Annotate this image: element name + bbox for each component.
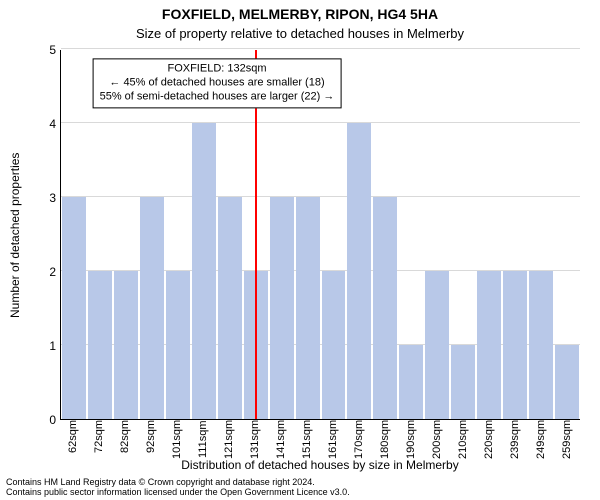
y-tick-label: 4	[40, 117, 56, 131]
annotation-line: 55% of semi-detached houses are larger (…	[100, 90, 335, 104]
page-title: FOXFIELD, MELMERBY, RIPON, HG4 5HA	[0, 6, 600, 22]
bar	[192, 123, 216, 419]
x-tick-label: 239sqm	[502, 420, 528, 458]
x-tick-label: 62sqm	[60, 420, 86, 458]
footer-attribution: Contains HM Land Registry data © Crown c…	[6, 478, 350, 498]
bar	[62, 197, 86, 419]
x-tick-label: 141sqm	[268, 420, 294, 458]
gridline	[61, 48, 580, 49]
y-tick-label: 1	[40, 339, 56, 353]
bar	[425, 271, 449, 419]
x-tick-label: 72sqm	[86, 420, 112, 458]
x-tick-label: 220sqm	[476, 420, 502, 458]
bar	[88, 271, 112, 419]
y-tick-label: 5	[40, 43, 56, 57]
x-tick-row: 62sqm72sqm82sqm92sqm101sqm111sqm121sqm13…	[60, 420, 580, 460]
y-axis-label: Number of detached properties	[8, 50, 22, 420]
bar	[322, 271, 346, 419]
page-subtitle: Size of property relative to detached ho…	[0, 26, 600, 41]
x-tick-label: 190sqm	[398, 420, 424, 458]
x-axis-label: Distribution of detached houses by size …	[60, 458, 580, 472]
x-tick-label: 210sqm	[450, 420, 476, 458]
bar	[477, 271, 501, 419]
bar	[218, 197, 242, 419]
bar	[399, 345, 423, 419]
annotation-line: FOXFIELD: 132sqm	[100, 63, 335, 77]
bar	[140, 197, 164, 419]
bar	[114, 271, 138, 419]
bar	[555, 345, 579, 419]
annotation-line: ← 45% of detached houses are smaller (18…	[100, 76, 335, 90]
bar	[451, 345, 475, 419]
x-tick-label: 259sqm	[554, 420, 580, 458]
x-tick-label: 92sqm	[138, 420, 164, 458]
bar	[503, 271, 527, 419]
y-tick-label: 0	[40, 413, 56, 427]
x-tick-label: 121sqm	[216, 420, 242, 458]
x-tick-label: 161sqm	[320, 420, 346, 458]
bar	[529, 271, 553, 419]
x-tick-label: 249sqm	[528, 420, 554, 458]
x-tick-label: 170sqm	[346, 420, 372, 458]
x-tick-label: 131sqm	[242, 420, 268, 458]
bar	[296, 197, 320, 419]
bar	[373, 197, 397, 419]
annotation-box: FOXFIELD: 132sqm← 45% of detached houses…	[93, 59, 342, 108]
y-tick-label: 3	[40, 191, 56, 205]
x-tick-label: 101sqm	[164, 420, 190, 458]
x-tick-label: 200sqm	[424, 420, 450, 458]
x-tick-label: 151sqm	[294, 420, 320, 458]
bar	[166, 271, 190, 419]
footer-line-2: Contains public sector information licen…	[6, 488, 350, 498]
bar	[347, 123, 371, 419]
x-tick-label: 180sqm	[372, 420, 398, 458]
chart-plot-area: FOXFIELD: 132sqm← 45% of detached houses…	[60, 50, 580, 420]
x-tick-label: 111sqm	[190, 420, 216, 458]
y-tick-label: 2	[40, 265, 56, 279]
bar	[270, 197, 294, 419]
x-tick-label: 82sqm	[112, 420, 138, 458]
